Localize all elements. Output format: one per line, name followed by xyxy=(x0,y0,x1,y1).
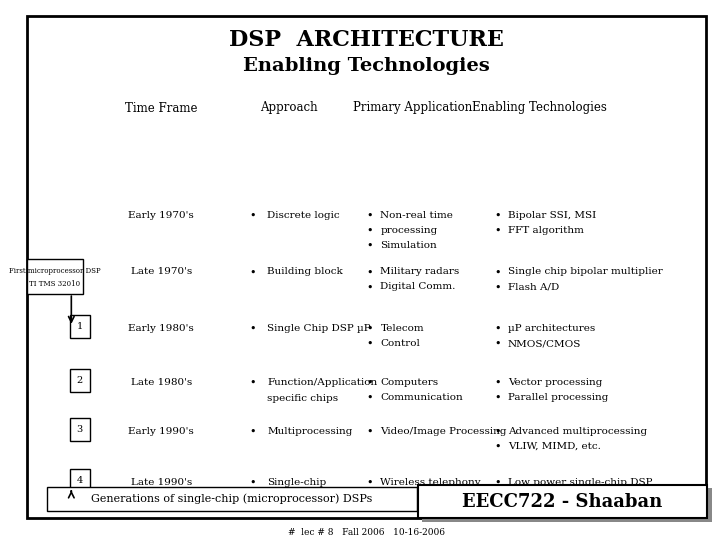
Text: Low power single-chip DSP: Low power single-chip DSP xyxy=(508,478,652,487)
Text: •: • xyxy=(366,493,373,503)
Text: Telecom: Telecom xyxy=(380,324,424,333)
Text: •: • xyxy=(366,378,373,388)
Text: NMOS/CMOS: NMOS/CMOS xyxy=(508,339,581,348)
Text: •: • xyxy=(250,211,256,221)
Text: •: • xyxy=(494,211,500,221)
Text: Computers: Computers xyxy=(380,378,438,387)
Text: Time Frame: Time Frame xyxy=(125,102,197,114)
Text: Late 1970's: Late 1970's xyxy=(130,267,192,276)
Text: Advanced multiprocessing: Advanced multiprocessing xyxy=(508,427,647,436)
Text: #  lec # 8   Fall 2006   10-16-2006: # lec # 8 Fall 2006 10-16-2006 xyxy=(288,528,445,537)
FancyBboxPatch shape xyxy=(47,487,417,511)
Text: •: • xyxy=(494,478,500,488)
Text: Simulation: Simulation xyxy=(380,241,437,250)
FancyBboxPatch shape xyxy=(27,16,706,518)
Text: Bipolar SSI, MSI: Bipolar SSI, MSI xyxy=(508,211,596,220)
Text: Flash A/D: Flash A/D xyxy=(508,282,559,292)
Text: •: • xyxy=(494,393,500,403)
Text: Single-chip: Single-chip xyxy=(267,478,327,487)
Text: •: • xyxy=(366,427,373,437)
Text: Digital Comm.: Digital Comm. xyxy=(380,282,456,292)
Text: •: • xyxy=(250,378,256,388)
Text: •: • xyxy=(366,324,373,334)
Text: Wireless telephony: Wireless telephony xyxy=(380,478,481,487)
Text: Control: Control xyxy=(380,339,420,348)
Text: •: • xyxy=(366,226,373,236)
Text: Parallel processing: Parallel processing xyxy=(508,393,608,402)
Text: 1: 1 xyxy=(77,322,83,331)
Text: Early 1980's: Early 1980's xyxy=(128,324,194,333)
Text: •: • xyxy=(250,324,256,334)
Text: Discrete logic: Discrete logic xyxy=(267,211,340,220)
Text: Late 1980's: Late 1980's xyxy=(130,378,192,387)
Text: Internet related: Internet related xyxy=(380,493,464,502)
Text: 4: 4 xyxy=(77,476,83,485)
Text: 2: 2 xyxy=(77,376,83,385)
Text: Function/Application: Function/Application xyxy=(267,378,377,387)
Text: Building block: Building block xyxy=(267,267,343,276)
FancyBboxPatch shape xyxy=(70,469,90,492)
Text: •: • xyxy=(494,282,500,293)
Text: EECC722 - Shaaban: EECC722 - Shaaban xyxy=(462,492,662,511)
Text: Single Chip DSP µP: Single Chip DSP µP xyxy=(267,324,371,333)
Text: •: • xyxy=(494,339,500,349)
Text: Multiprocessing: Multiprocessing xyxy=(267,427,353,436)
Text: Military radars: Military radars xyxy=(380,267,459,276)
Text: TI TMS 32010: TI TMS 32010 xyxy=(29,280,80,288)
FancyBboxPatch shape xyxy=(70,369,90,392)
FancyBboxPatch shape xyxy=(422,488,711,522)
Text: •: • xyxy=(494,226,500,236)
FancyBboxPatch shape xyxy=(418,485,707,518)
Text: µP architectures: µP architectures xyxy=(508,324,595,333)
Text: specific chips: specific chips xyxy=(267,394,338,403)
Text: •: • xyxy=(494,493,500,503)
Text: •: • xyxy=(494,267,500,278)
Text: Early 1990's: Early 1990's xyxy=(128,427,194,436)
FancyBboxPatch shape xyxy=(70,315,90,338)
Text: Primary Application: Primary Application xyxy=(353,102,472,114)
Text: DSP  ARCHITECTURE: DSP ARCHITECTURE xyxy=(229,30,504,51)
Text: 3: 3 xyxy=(77,425,83,434)
Text: •: • xyxy=(250,267,256,278)
Text: Generations of single-chip (microprocessor) DSPs: Generations of single-chip (microprocess… xyxy=(91,494,372,504)
Text: multiprocessing: multiprocessing xyxy=(267,494,352,503)
FancyBboxPatch shape xyxy=(27,259,83,294)
Text: Enabling Technologies: Enabling Technologies xyxy=(243,57,490,75)
FancyBboxPatch shape xyxy=(70,418,90,441)
Text: Single chip bipolar multiplier: Single chip bipolar multiplier xyxy=(508,267,662,276)
Text: •: • xyxy=(366,241,373,251)
Text: Video/Image Processing: Video/Image Processing xyxy=(380,427,507,436)
Text: Late 1990's: Late 1990's xyxy=(130,478,192,487)
Text: •: • xyxy=(494,427,500,437)
Text: Enabling Technologies: Enabling Technologies xyxy=(472,102,607,114)
Text: •: • xyxy=(366,393,373,403)
Text: •: • xyxy=(366,339,373,349)
Text: •: • xyxy=(366,282,373,293)
Text: •: • xyxy=(366,478,373,488)
Text: Vector processing: Vector processing xyxy=(508,378,602,387)
Text: •: • xyxy=(494,324,500,334)
Text: Approach: Approach xyxy=(260,102,318,114)
Text: FFT algorithm: FFT algorithm xyxy=(508,226,584,235)
Text: processing: processing xyxy=(380,226,438,235)
Text: •: • xyxy=(494,442,500,452)
Text: First microprocessor DSP: First microprocessor DSP xyxy=(9,267,101,275)
Text: Communication: Communication xyxy=(380,393,463,402)
Text: •: • xyxy=(366,267,373,278)
Text: •: • xyxy=(366,211,373,221)
Text: •: • xyxy=(250,427,256,437)
Text: Non-real time: Non-real time xyxy=(380,211,454,220)
Text: •: • xyxy=(250,478,256,488)
Text: VLIW, MIMD, etc.: VLIW, MIMD, etc. xyxy=(508,442,600,451)
Text: •: • xyxy=(494,378,500,388)
Text: VLIW/Multiprocessing: VLIW/Multiprocessing xyxy=(508,493,626,502)
Text: Early 1970's: Early 1970's xyxy=(128,211,194,220)
